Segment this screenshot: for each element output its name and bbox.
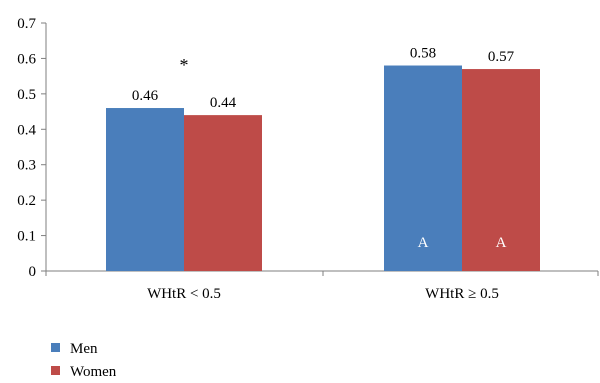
- bar-women: [184, 115, 262, 271]
- y-tick-label: 0.4: [17, 122, 36, 138]
- legend-swatch-men: [51, 343, 60, 352]
- data-label: 0.44: [210, 95, 237, 111]
- in-bar-label: A: [418, 235, 429, 251]
- bar-men: [106, 108, 184, 272]
- y-tick-label: 0.5: [17, 87, 36, 103]
- bar-women: [462, 69, 540, 271]
- y-tick-label: 0.3: [17, 158, 36, 174]
- y-tick-label: 0: [29, 264, 37, 280]
- in-bar-label: A: [496, 235, 507, 251]
- y-tick-label: 0.1: [17, 229, 36, 245]
- x-tick-label: WHtR < 0.5: [147, 286, 221, 302]
- y-tick-label: 0.6: [17, 51, 36, 67]
- x-axis: WHtR < 0.5 WHtR ≥ 0.5: [45, 270, 599, 302]
- y-tick-label: 0.7: [17, 16, 36, 32]
- data-label: 0.58: [410, 46, 436, 62]
- legend: Men Women: [51, 341, 117, 380]
- legend-swatch-women: [51, 366, 60, 375]
- legend-label-women: Women: [70, 364, 117, 380]
- y-tick-label: 0.2: [17, 193, 36, 209]
- bars: [106, 65, 540, 272]
- data-label: 0.46: [132, 88, 159, 104]
- legend-label-men: Men: [70, 341, 98, 357]
- y-axis: 0 0.1 0.2 0.3 0.4 0.5 0.6 0.7: [17, 16, 47, 280]
- significance-marker: *: [180, 55, 189, 75]
- x-tick-label: WHtR ≥ 0.5: [425, 286, 499, 302]
- bar-men: [384, 65, 462, 271]
- data-label: 0.57: [488, 49, 515, 65]
- data-labels: 0.46 0.58 A 0.44 0.57 A *: [132, 46, 515, 251]
